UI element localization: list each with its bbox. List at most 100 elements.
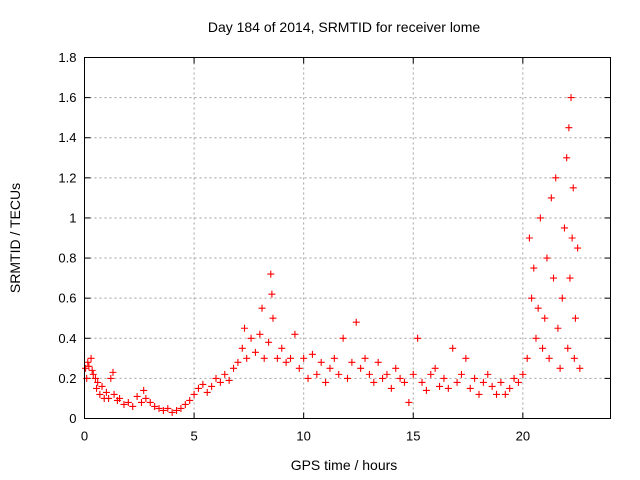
data-point (267, 270, 275, 278)
data-point (563, 154, 571, 162)
data-point (190, 390, 198, 398)
y-tick-label: 1 (69, 210, 76, 225)
data-point (273, 354, 281, 362)
data-point (558, 294, 566, 302)
x-tick-label: 15 (406, 429, 420, 444)
y-tick-label: 1.4 (58, 130, 76, 145)
data-point (216, 378, 224, 386)
data-point (530, 264, 538, 272)
data-point (543, 254, 551, 262)
y-tick-label: 0.4 (58, 331, 76, 346)
y-tick-label: 0.6 (58, 291, 76, 306)
data-point (256, 330, 264, 338)
data-point (571, 314, 579, 322)
x-tick-label: 5 (190, 429, 197, 444)
data-point (462, 354, 470, 362)
data-point (243, 354, 251, 362)
data-point (514, 378, 522, 386)
data-point (155, 404, 163, 412)
data-point (287, 354, 295, 362)
data-point (102, 388, 110, 396)
data-point (449, 344, 457, 352)
data-point (519, 370, 527, 378)
data-point (453, 378, 461, 386)
chart-title: Day 184 of 2014, SRMTID for receiver lom… (208, 19, 481, 35)
data-point (344, 374, 351, 382)
data-point (431, 364, 439, 372)
data-point (326, 364, 334, 372)
data-point (436, 382, 444, 390)
data-point (212, 374, 220, 382)
data-point (545, 354, 553, 362)
data-point (251, 348, 259, 356)
data-point (479, 378, 487, 386)
data-point (330, 354, 338, 362)
y-tick-label: 0.2 (58, 371, 76, 386)
data-point (203, 388, 211, 396)
data-point (159, 406, 167, 414)
x-tick-label: 0 (81, 429, 88, 444)
data-point (247, 334, 255, 342)
data-point (335, 370, 343, 378)
data-point (304, 374, 312, 382)
data-point (91, 374, 99, 382)
data-point (230, 364, 238, 372)
data-point (493, 390, 501, 398)
plot-frame (84, 57, 611, 419)
data-point (379, 374, 387, 382)
data-point (348, 358, 356, 366)
data-point (88, 366, 96, 374)
data-point (554, 324, 562, 332)
data-point (400, 378, 408, 386)
data-point (440, 374, 448, 382)
data-point (96, 390, 104, 398)
data-point (392, 364, 400, 372)
data-point (566, 274, 574, 282)
data-point (116, 394, 124, 402)
data-point (208, 382, 216, 390)
data-point (313, 370, 321, 378)
data-point (238, 344, 246, 352)
data-point (532, 334, 540, 342)
data-point (550, 274, 558, 282)
data-point (565, 124, 573, 132)
data-point (234, 358, 242, 366)
data-point (221, 370, 229, 378)
data-point (137, 398, 145, 406)
data-point (357, 364, 365, 372)
data-point (300, 354, 308, 362)
data-point (374, 358, 382, 366)
data-point (107, 374, 115, 382)
data-point (405, 398, 413, 406)
data-point (177, 404, 185, 412)
data-point (140, 386, 148, 394)
data-point (466, 384, 474, 392)
data-point (560, 224, 568, 232)
data-point (164, 404, 172, 412)
y-tick-label: 1.2 (58, 170, 76, 185)
data-point (536, 214, 544, 222)
data-point (291, 330, 299, 338)
y-tick-label: 0.8 (58, 251, 76, 266)
data-point (576, 364, 584, 372)
data-point (98, 382, 106, 390)
data-point (457, 370, 465, 378)
data-point (506, 384, 514, 392)
data-point (387, 384, 395, 392)
data-point (556, 364, 564, 372)
data-point (94, 378, 102, 386)
data-point (181, 400, 189, 408)
data-point (120, 400, 128, 408)
y-tick-label: 1.8 (58, 50, 76, 65)
data-point (409, 370, 417, 378)
data-point (523, 354, 531, 362)
data-point (151, 402, 159, 410)
x-tick-label: 20 (516, 429, 530, 444)
data-point (475, 390, 483, 398)
data-point (484, 370, 492, 378)
data-point (268, 290, 276, 298)
x-tick-label: 10 (296, 429, 310, 444)
data-point (471, 374, 479, 382)
